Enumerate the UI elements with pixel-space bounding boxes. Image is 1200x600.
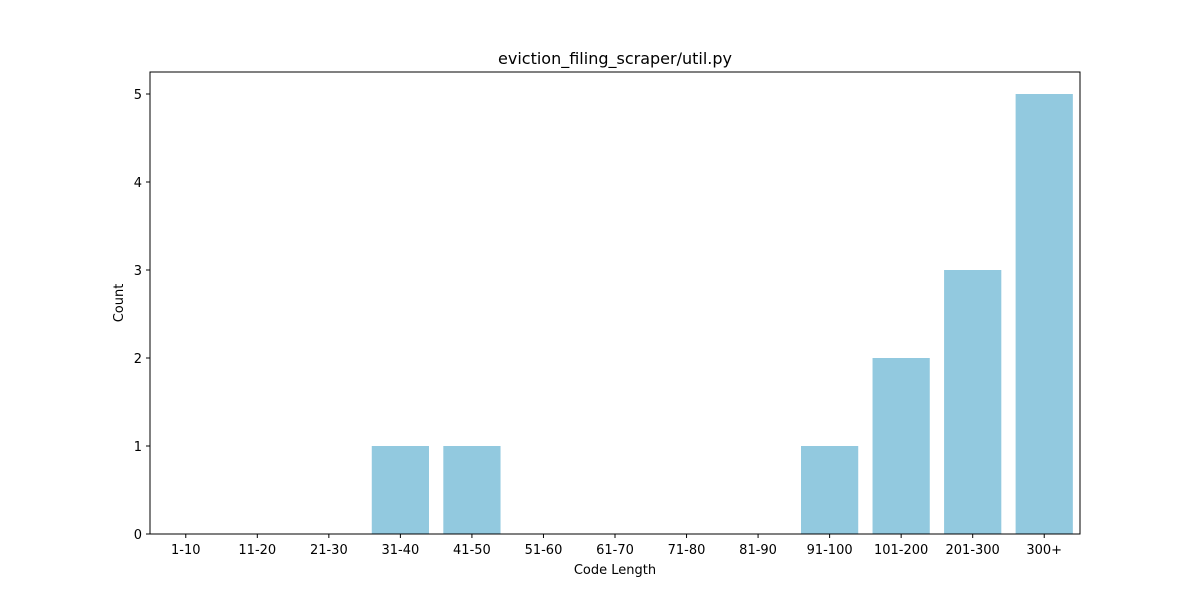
chart-title: eviction_filing_scraper/util.py — [498, 49, 732, 69]
x-tick-label: 91-100 — [807, 543, 853, 558]
y-tick-label: 4 — [134, 176, 142, 191]
y-axis-ticks: 0 1 2 3 4 5 — [134, 88, 150, 543]
x-tick-label: 101-200 — [874, 543, 928, 558]
bar-91-100 — [801, 446, 859, 534]
x-tick-label: 81-90 — [739, 543, 777, 558]
bar-41-50 — [443, 446, 501, 534]
x-tick-label: 51-60 — [525, 543, 563, 558]
x-tick-label: 61-70 — [596, 543, 634, 558]
bar-201-300 — [944, 270, 1002, 534]
y-tick-label: 1 — [134, 440, 142, 455]
bar-101-200 — [872, 358, 930, 534]
bar-300+ — [1015, 94, 1073, 534]
bars-group — [371, 94, 1073, 534]
x-axis-label: Code Length — [574, 563, 656, 578]
x-axis-ticks: 1-10 11-20 21-30 31-40 41-50 51-60 61-70 71-80 8… — [171, 534, 1062, 558]
x-tick-label: 71-80 — [668, 543, 706, 558]
x-tick-label: 11-20 — [238, 543, 276, 558]
y-tick-label: 5 — [134, 88, 142, 103]
x-tick-label: 1-10 — [171, 543, 201, 558]
x-tick-label: 300+ — [1026, 543, 1062, 558]
bar-31-40 — [371, 446, 429, 534]
x-tick-label: 21-30 — [310, 543, 348, 558]
plot-frame — [149, 71, 1081, 535]
y-axis-label: Count — [112, 284, 127, 323]
y-tick-label: 2 — [134, 352, 142, 367]
y-tick-label: 0 — [134, 528, 142, 543]
x-tick-label: 201-300 — [946, 543, 1000, 558]
x-tick-label: 41-50 — [453, 543, 491, 558]
x-tick-label: 31-40 — [381, 543, 419, 558]
y-tick-label: 3 — [134, 264, 142, 279]
